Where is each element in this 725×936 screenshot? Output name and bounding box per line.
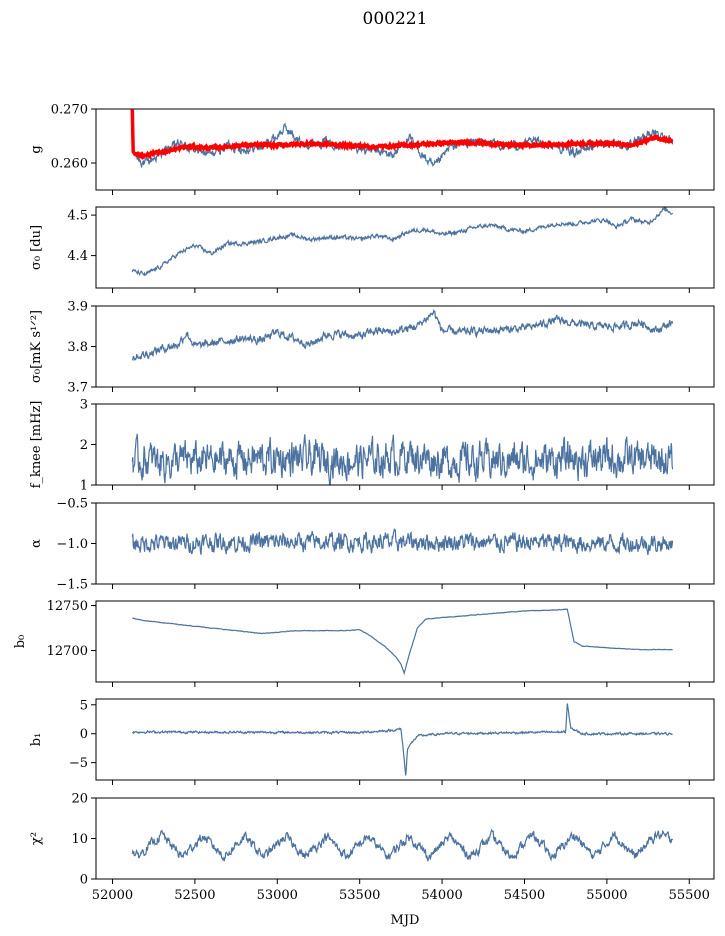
panel-sigma0-mk: 3.7 3.8 3.9 σ₀[mK s¹ᐟ²]: [29, 300, 715, 396]
series-line-b1-0: [132, 703, 673, 776]
x-tick-label: 54500: [504, 888, 545, 903]
plot-frame-g: [95, 108, 715, 191]
y-axis-label-sigma0-du: σ₀ [du]: [29, 225, 44, 270]
x-tick-label: 53000: [257, 888, 298, 903]
y-axis-label-alpha: α: [29, 539, 44, 548]
y-tick-label-chi2: 0: [80, 873, 88, 888]
y-axis-label-b1: b₁: [29, 733, 44, 747]
y-axis-label-g: g: [29, 145, 44, 153]
x-axis-label: MJD: [391, 913, 420, 928]
plot-frame-sigma0-mk: [95, 305, 715, 388]
y-tick-label-g: 0.270: [51, 103, 88, 118]
plot-frame-sigma0-du: [95, 206, 715, 289]
plot-frame-fknee: [95, 403, 715, 486]
y-tick-label-fknee: 2: [80, 438, 88, 453]
y-tick-label-alpha: −0.5: [56, 497, 88, 512]
y-tick-label-alpha: −1.5: [56, 578, 88, 593]
panels: 0.260 0.270 g 4.4 4.5 σ₀ [du] 3.7 3.8 3.9 σ₀[mK s…: [13, 103, 715, 903]
x-tick-label: 55000: [586, 888, 627, 903]
x-tick-label: 52500: [174, 888, 215, 903]
y-axis-label-b0: b₀: [13, 635, 28, 649]
x-tick-label: 55500: [669, 888, 710, 903]
series-line-g-1: [130, 109, 674, 161]
panel-alpha: −1.5 −1.0 −0.5 α: [29, 497, 715, 593]
series-line-fknee-0: [131, 433, 674, 485]
x-tick-label: 53500: [339, 888, 380, 903]
series-line-sigma0-du-0: [131, 207, 674, 277]
panel-fknee: 1 2 3 f_knee [mHz]: [29, 398, 715, 494]
panel-g: 0.260 0.270 g: [29, 103, 715, 195]
y-tick-label-chi2: 20: [71, 792, 88, 807]
y-tick-label-sigma0-mk: 3.7: [67, 381, 88, 396]
y-tick-label-alpha: −1.0: [56, 537, 88, 552]
y-axis-label-chi2: χ²: [29, 832, 44, 845]
y-tick-label-sigma0-du: 4.5: [67, 209, 88, 224]
plot-frame-b0: [95, 600, 715, 683]
y-tick-label-chi2: 10: [71, 832, 88, 847]
series-line-b0-0: [132, 608, 673, 676]
y-tick-label-b0: 12700: [47, 644, 88, 659]
series-line-chi2-0: [131, 828, 674, 862]
panel-sigma0-du: 4.4 4.5 σ₀ [du]: [29, 206, 715, 293]
series-line-alpha-0: [131, 528, 674, 556]
x-tick-label: 54000: [421, 888, 462, 903]
y-tick-label-b0: 12750: [47, 599, 88, 614]
y-tick-label-fknee: 3: [80, 398, 88, 413]
panel-chi2: 0 10 20 52000 52500 53000 53500 54000 54500 55000…: [29, 792, 715, 903]
x-tick-label: 52000: [92, 888, 133, 903]
y-tick-label-b1: −5: [69, 756, 88, 771]
y-axis-label-fknee: f_knee [mHz]: [29, 401, 44, 489]
y-tick-label-b1: 5: [80, 698, 88, 713]
y-tick-label-sigma0-mk: 3.8: [67, 340, 88, 355]
y-tick-label-sigma0-du: 4.4: [67, 249, 88, 264]
y-tick-label-sigma0-mk: 3.9: [67, 300, 88, 315]
y-axis-label-sigma0-mk: σ₀[mK s¹ᐟ²]: [29, 310, 44, 383]
panel-b0: 12700 12750 b₀: [13, 599, 715, 687]
y-tick-label-g: 0.260: [51, 157, 88, 172]
panel-b1: −5 0 5 b₁: [29, 698, 715, 785]
y-tick-label-fknee: 1: [80, 479, 88, 494]
plot-frame-b1: [95, 698, 715, 781]
y-tick-label-b1: 0: [80, 727, 88, 742]
plot-frame-chi2: [95, 797, 715, 880]
figure-title: 000221: [363, 9, 428, 29]
series-line-sigma0-mk-0: [131, 308, 674, 362]
